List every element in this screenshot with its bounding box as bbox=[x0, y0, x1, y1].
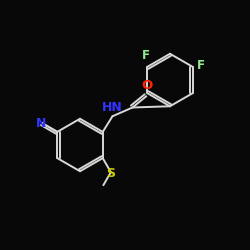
Text: F: F bbox=[142, 50, 150, 62]
Text: N: N bbox=[36, 116, 46, 130]
Text: S: S bbox=[106, 167, 115, 180]
Text: O: O bbox=[142, 80, 153, 92]
Text: HN: HN bbox=[102, 101, 123, 114]
Text: F: F bbox=[197, 59, 205, 72]
